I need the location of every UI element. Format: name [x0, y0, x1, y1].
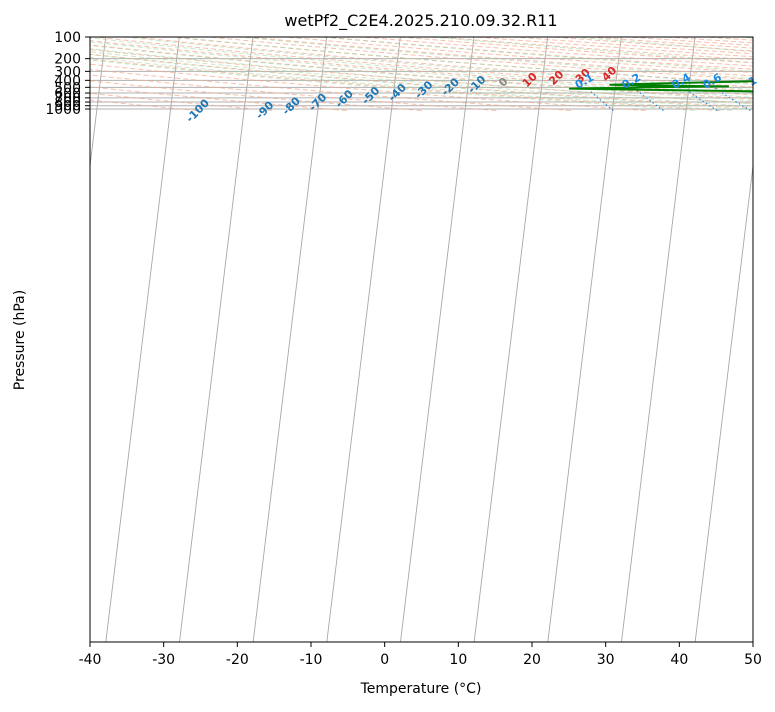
x-tick-label: -10 [300, 652, 323, 668]
y-axis-label: Pressure (hPa) [12, 290, 28, 390]
x-axis-label: Temperature (°C) [360, 681, 482, 697]
isotherm-line [621, 37, 695, 642]
isotherm-line [769, 37, 775, 642]
mixing-ratio-label: 0.4 [670, 71, 694, 92]
isotherm-line [548, 37, 622, 642]
x-tick-label: -20 [226, 652, 249, 668]
x-tick-label: -30 [152, 652, 175, 668]
x-tick-label: 50 [744, 652, 762, 668]
isotherm-line [327, 37, 401, 642]
x-tick-label: 0 [380, 652, 389, 668]
dry-adiabat-label: -60 [333, 87, 356, 110]
dry-adiabat-label: -100 [183, 96, 212, 125]
x-tick-label: -40 [79, 652, 102, 668]
chart-title: wetPf2_C2E4.2025.210.09.32.R11 [284, 11, 557, 31]
x-tick-label: 10 [449, 652, 467, 668]
mixing-ratio-line [755, 87, 775, 110]
dry-adiabat-label: -70 [306, 91, 329, 114]
dry-adiabat [744, 37, 775, 111]
y-tick-label: 100 [54, 30, 81, 46]
isotherm-line [179, 37, 253, 642]
dry-adiabat-label: -20 [439, 75, 462, 98]
isotherm-line [474, 37, 548, 642]
y-tick-label: 200 [54, 52, 81, 68]
x-tick-label: 40 [670, 652, 688, 668]
dry-adiabat [0, 37, 197, 111]
isotherm-line [106, 37, 180, 642]
isotherm-line [695, 37, 769, 642]
x-tick-label: 30 [597, 652, 615, 668]
x-tick-label: 20 [523, 652, 541, 668]
plot-frame [90, 37, 753, 642]
isotherm-line [253, 37, 327, 642]
isotherm-line [400, 37, 474, 642]
isotherm-line [32, 37, 106, 642]
